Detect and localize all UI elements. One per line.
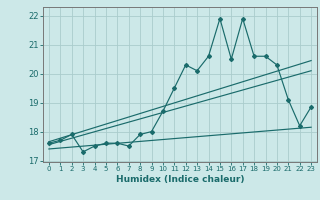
X-axis label: Humidex (Indice chaleur): Humidex (Indice chaleur) — [116, 175, 244, 184]
